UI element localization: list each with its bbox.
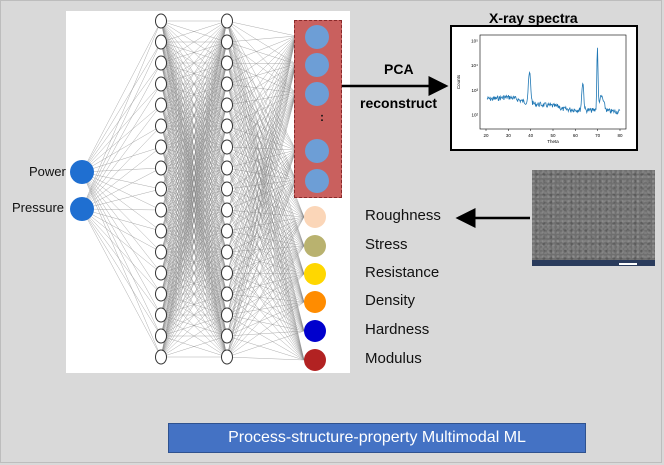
input-node bbox=[70, 197, 94, 221]
xray-spectrum-line bbox=[486, 47, 621, 115]
latent-node bbox=[305, 139, 329, 163]
hidden-node bbox=[155, 349, 167, 365]
hidden-node bbox=[155, 181, 167, 197]
hidden-node bbox=[221, 328, 233, 344]
latent-layer-box bbox=[294, 20, 342, 198]
property-label-hardness: Hardness bbox=[365, 321, 430, 338]
property-node-hardness bbox=[304, 320, 326, 342]
xray-x-axis-label: Theta bbox=[547, 139, 559, 144]
sem-scale-bar bbox=[619, 263, 637, 265]
hidden-node bbox=[221, 34, 233, 50]
hidden-node bbox=[221, 160, 233, 176]
hidden-node bbox=[155, 223, 167, 239]
hidden-node bbox=[155, 118, 167, 134]
hidden-node bbox=[155, 55, 167, 71]
xray-y-tick-label: 10² bbox=[471, 113, 478, 118]
xray-x-tick-label: 20 bbox=[483, 133, 489, 138]
hidden-node bbox=[221, 307, 233, 323]
xray-x-tick-label: 70 bbox=[595, 133, 601, 138]
latent-node bbox=[305, 25, 329, 49]
property-label-resistance: Resistance bbox=[365, 264, 440, 281]
hidden-node bbox=[221, 202, 233, 218]
xray-y-tick-label: 10⁵ bbox=[471, 39, 478, 44]
input-node bbox=[70, 160, 94, 184]
sem-micrograph-image bbox=[532, 170, 655, 266]
hidden-node bbox=[221, 244, 233, 260]
hidden-node bbox=[221, 181, 233, 197]
hidden-node bbox=[221, 55, 233, 71]
hidden-node bbox=[155, 13, 167, 29]
hidden-node bbox=[155, 160, 167, 176]
hidden-node bbox=[221, 76, 233, 92]
xray-x-tick-label: 30 bbox=[506, 133, 512, 138]
hidden-node bbox=[221, 349, 233, 365]
property-label-density: Density bbox=[365, 292, 416, 309]
xray-spectra-plot: 20 30 40 50 60 70 80 10² 10³ 10⁴ 10⁵ Theta Counts bbox=[450, 25, 638, 151]
hidden-node bbox=[221, 223, 233, 239]
hidden-node bbox=[155, 34, 167, 50]
input-label-power: Power bbox=[29, 164, 66, 179]
property-label-modulus: Modulus bbox=[365, 350, 422, 367]
hidden-node bbox=[221, 265, 233, 281]
hidden-node bbox=[155, 97, 167, 113]
title-banner: Process-structure-property Multimodal ML bbox=[168, 423, 586, 453]
xray-spectra-title: X-ray spectra bbox=[489, 10, 578, 26]
hidden-node bbox=[155, 328, 167, 344]
property-label-roughness: Roughness bbox=[365, 207, 441, 224]
hidden-node bbox=[221, 13, 233, 29]
network-edges bbox=[81, 20, 305, 361]
xray-y-tick-label: 10⁴ bbox=[471, 63, 478, 68]
latent-node bbox=[305, 82, 329, 106]
pca-label: PCA bbox=[384, 61, 414, 77]
xray-y-tick-label: 10³ bbox=[471, 88, 478, 93]
latent-node bbox=[305, 169, 329, 193]
reconstruct-label: reconstruct bbox=[360, 95, 438, 111]
hidden-node bbox=[155, 139, 167, 155]
property-node-roughness bbox=[304, 206, 326, 228]
hidden-node bbox=[155, 307, 167, 323]
property-node-modulus bbox=[304, 349, 326, 371]
hidden-node bbox=[155, 265, 167, 281]
hidden-node bbox=[221, 139, 233, 155]
hidden-node bbox=[155, 202, 167, 218]
property-node-stress bbox=[304, 235, 326, 257]
hidden-node bbox=[221, 286, 233, 302]
hidden-node bbox=[155, 76, 167, 92]
xray-x-tick-label: 50 bbox=[550, 133, 556, 138]
xray-x-tick-label: 80 bbox=[617, 133, 623, 138]
hidden-node bbox=[221, 118, 233, 134]
xray-x-tick-label: 60 bbox=[573, 133, 579, 138]
xray-axes-frame bbox=[479, 34, 627, 130]
hidden-node bbox=[155, 244, 167, 260]
latent-node bbox=[305, 53, 329, 77]
latent-ellipsis: : bbox=[320, 110, 324, 124]
xray-x-tick-label: 40 bbox=[528, 133, 534, 138]
xray-spectrum-chart: 20 30 40 50 60 70 80 10² 10³ 10⁴ 10⁵ Theta Counts bbox=[456, 34, 627, 144]
input-label-pressure: Pressure bbox=[12, 200, 65, 215]
property-node-resistance bbox=[304, 263, 326, 285]
hidden-node bbox=[221, 97, 233, 113]
property-node-density bbox=[304, 291, 326, 313]
property-label-stress: Stress bbox=[365, 236, 408, 253]
xray-y-axis-label: Counts bbox=[456, 74, 461, 89]
hidden-node bbox=[155, 286, 167, 302]
sem-info-bar bbox=[532, 260, 655, 266]
